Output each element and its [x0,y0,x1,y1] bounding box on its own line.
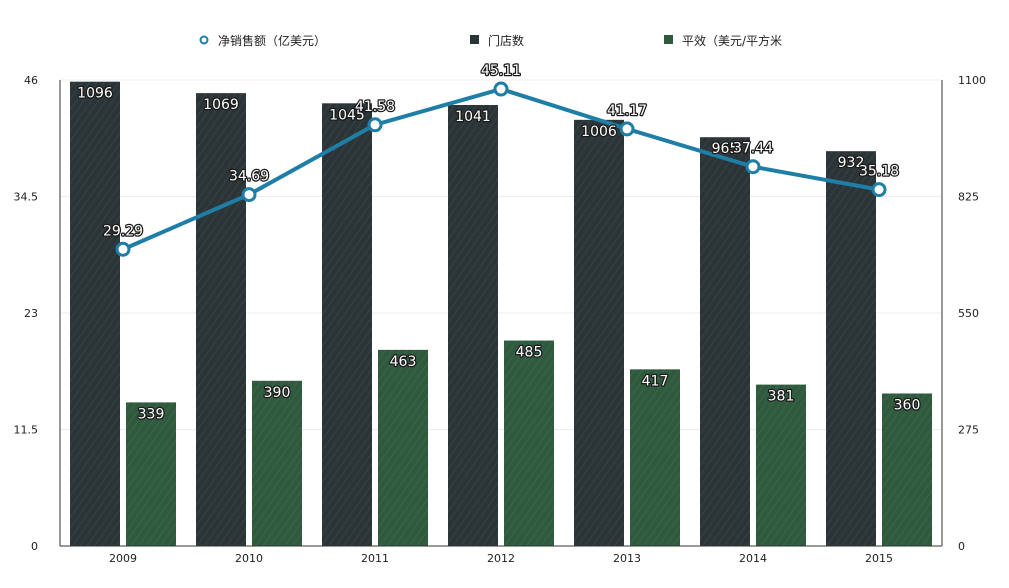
legend-bar-swatch [470,35,479,44]
bar-value-label: 965 [712,141,739,157]
legend-line-marker [199,35,209,45]
bar-series [70,81,932,547]
bar-value-label: 1045 [329,107,365,123]
legend: 净销售额（亿美元） 门店数 平效（美元/平方米 [199,33,782,48]
line-value-label: 41.17 [607,103,647,119]
bar [756,384,806,546]
line-value-label: 41.58 [355,99,395,115]
bar-value-label: 1096 [77,86,113,102]
left-tick-label: 23 [24,307,38,320]
bar-value-label: 339 [138,406,165,422]
right-tick-label: 825 [958,191,979,204]
legend-label: 净销售额（亿美元） [218,33,326,48]
axes [59,80,943,547]
bar [196,93,246,547]
legend-label: 平效（美元/平方米 [682,33,782,48]
bar [826,151,876,547]
left-tick-label: 11.5 [14,424,39,437]
right-tick-label: 275 [958,424,979,437]
x-tick-label: 2014 [739,552,767,565]
bar-value-label: 1041 [455,109,491,125]
bar-value-label: 360 [894,397,921,413]
bar-value-label: 463 [390,354,417,370]
bar [630,369,680,546]
left-tick-label: 0 [31,540,38,553]
bar-value-label: 485 [516,345,543,361]
x-tick-label: 2013 [613,552,641,565]
line-value-label: 34.69 [229,169,269,185]
bar [70,81,120,546]
tick-labels: 0 0 11.5 275 23 550 34.5 825 46 1100 2009 2010 2011 2… [14,74,987,565]
x-tick-label: 2010 [235,552,263,565]
bar [252,380,302,546]
line-point [619,121,635,137]
bar [574,119,624,547]
line-point [241,187,257,203]
legend-bar-swatch [664,35,673,44]
line-point [871,182,887,198]
bar [700,137,750,546]
line-value-label: 35.18 [859,164,899,180]
bar [882,393,932,546]
bar-value-label: 1006 [581,124,617,140]
line-value-label: 29.29 [103,223,143,239]
x-tick-label: 2009 [109,552,137,565]
line-point [367,117,383,133]
line-point [493,81,509,97]
bar [448,104,498,547]
right-tick-label: 550 [958,307,979,320]
line-point [745,159,761,175]
line-value-label: 37.44 [733,141,773,157]
bar-value-label: 390 [264,385,291,401]
left-tick-label: 46 [24,74,38,87]
bar [126,402,176,546]
x-tick-label: 2011 [361,552,389,565]
line-series [115,81,887,257]
right-tick-label: 0 [958,540,965,553]
bar-value-label: 381 [768,389,795,405]
x-tick-label: 2012 [487,552,515,565]
bar-value-label: 1069 [203,97,239,113]
line-point [115,241,131,257]
gridlines [60,79,942,430]
left-tick-label: 34.5 [14,191,39,204]
bar [378,349,428,546]
bar-value-label: 417 [642,373,669,389]
right-tick-label: 1100 [958,74,986,87]
bar [322,103,372,547]
line-value-label: 45.11 [481,63,521,79]
bar-value-label: 932 [838,155,865,171]
legend-label: 门店数 [488,33,524,48]
x-tick-label: 2015 [865,552,893,565]
data-labels: 1096 339 1069 390 1045 463 1041 485 1006 417 965 38… [76,62,922,424]
bar [504,340,554,546]
